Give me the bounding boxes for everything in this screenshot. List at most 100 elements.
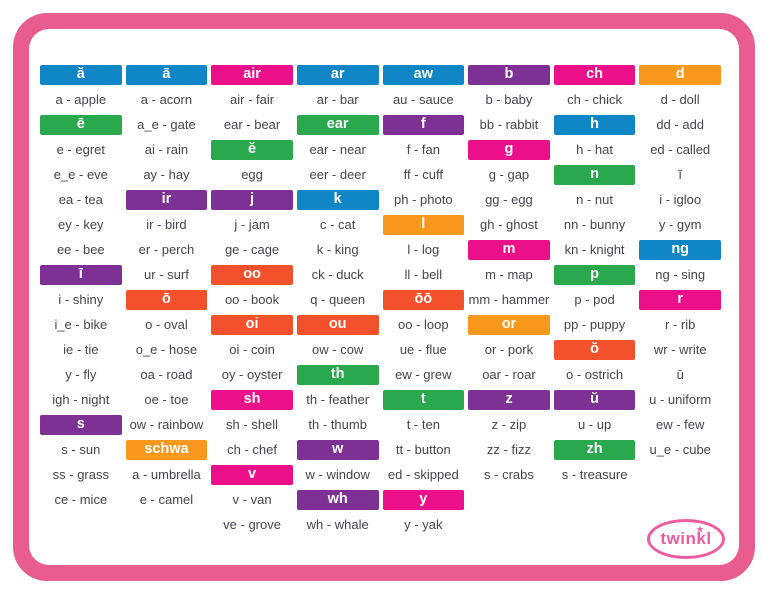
word-cell: s - crabs <box>484 467 534 482</box>
phoneme-header-cell: zh <box>553 437 636 462</box>
phoneme-header-label: ear <box>296 114 379 135</box>
word-cell: t - ten <box>406 417 440 432</box>
word-cell: bb - rabbit <box>479 117 539 132</box>
phoneme-header-cell: ir <box>125 187 208 212</box>
word-cell: u - uniform <box>649 392 712 407</box>
phoneme-header-label: k <box>296 189 379 210</box>
word-cell: th - thumb <box>308 417 367 432</box>
phoneme-header-label: ē <box>40 114 122 135</box>
phoneme-header-cell: ch <box>553 62 636 87</box>
phoneme-header-cell: ă <box>40 62 122 87</box>
phoneme-header-label: ōō <box>382 289 465 310</box>
poster-card: ă a - apple ē e - egret e_e - eve ea - tea ey … <box>29 29 739 565</box>
phoneme-header-cell: m <box>468 237 550 262</box>
word-cell: ed - skipped <box>387 467 459 482</box>
word-cell: o - oval <box>145 317 188 332</box>
word-cell: a - acorn <box>140 92 193 107</box>
word-cell: ee - bee <box>56 242 105 257</box>
word-cell: ear - near <box>309 142 366 157</box>
word-cell: air - fair <box>230 92 275 107</box>
phoneme-header-cell: ĕ <box>211 137 293 162</box>
word-cell: gg - egg <box>485 192 533 207</box>
word-cell: l - log <box>407 242 440 257</box>
word-cell: b - baby <box>485 92 533 107</box>
word-cell: j - jam <box>234 217 270 232</box>
phoneme-header-cell: oi <box>211 312 293 337</box>
phoneme-header-cell: ōō <box>382 287 465 312</box>
phoneme-header-label: s <box>40 414 122 435</box>
word-cell: ss - grass <box>52 467 109 482</box>
word-cell: oa - road <box>140 367 193 382</box>
word-cell: e_e - eve <box>53 167 108 182</box>
word-cell: ay - hay <box>143 167 190 182</box>
phoneme-header-cell: ou <box>296 312 379 337</box>
phoneme-header-label: th <box>296 364 379 385</box>
phoneme-header-label: ō <box>125 289 208 310</box>
phoneme-header-label: z <box>468 389 550 410</box>
phoneme-header-label: ŏ <box>553 339 636 360</box>
phoneme-header-cell: t <box>382 387 465 412</box>
phoneme-header-label: f <box>382 114 465 135</box>
word-cell: p - pod <box>574 292 615 307</box>
word-cell: wr - write <box>653 342 707 357</box>
word-cell: i - igloo <box>659 192 702 207</box>
phoneme-header-cell: wh <box>296 487 379 512</box>
phoneme-header-cell: ī <box>40 262 122 287</box>
phoneme-header-cell: oo <box>211 262 293 287</box>
word-cell: n - nut <box>576 192 613 207</box>
poster-frame: ă a - apple ē e - egret e_e - eve ea - tea ey … <box>13 13 755 581</box>
word-cell: ea - tea <box>58 192 103 207</box>
word-cell: oe - toe <box>144 392 189 407</box>
twinkl-logo: ★ twinkl <box>647 519 725 559</box>
phoneme-header-label: g <box>468 139 550 160</box>
phoneme-header-label: b <box>468 64 550 85</box>
word-cell: ĭ <box>678 167 682 182</box>
word-cell: r - rib <box>665 317 696 332</box>
word-cell: d - doll <box>660 92 700 107</box>
word-cell: igh - night <box>52 392 110 407</box>
word-cell: f - fan <box>406 142 440 157</box>
word-cell: y - yak <box>404 517 443 532</box>
word-cell: u - up <box>577 417 612 432</box>
word-cell: u_e - cube <box>649 442 711 457</box>
phoneme-header-cell: r <box>639 287 721 312</box>
word-cell: ed - called <box>650 142 711 157</box>
word-cell: egg <box>241 167 263 182</box>
word-cell: oo - loop <box>398 317 449 332</box>
phoneme-header-label: zh <box>553 439 636 460</box>
phoneme-header-label: w <box>296 439 379 460</box>
word-cell: oy - oyster <box>221 367 283 382</box>
word-cell: ph - photo <box>394 192 453 207</box>
word-cell: eer - deer <box>309 167 366 182</box>
star-icon: ★ <box>696 525 704 534</box>
word-cell: ue - flue <box>399 342 447 357</box>
word-cell: y - fly <box>65 367 97 382</box>
phoneme-header-cell: sh <box>211 387 293 412</box>
word-cell: ur - surf <box>144 267 189 282</box>
phoneme-header-label: l <box>382 214 465 235</box>
word-cell: ie - tie <box>63 342 99 357</box>
word-cell: ew - few <box>655 417 705 432</box>
phoneme-header-cell: ŏ <box>553 337 636 362</box>
phoneme-header-cell: air <box>211 62 293 87</box>
phoneme-header-cell: b <box>468 62 550 87</box>
phoneme-header-label: air <box>211 64 293 85</box>
word-cell: tt - button <box>395 442 451 457</box>
phoneme-header-label: ch <box>553 64 636 85</box>
word-cell: ey - key <box>58 217 104 232</box>
phoneme-header-label: ă <box>40 64 122 85</box>
word-cell: v - van <box>232 492 272 507</box>
word-cell: wh - whale <box>306 517 369 532</box>
word-cell: oi - coin <box>229 342 275 357</box>
phoneme-header-cell: ŭ <box>553 387 636 412</box>
phoneme-header-cell: ear <box>296 112 379 137</box>
word-cell: h - hat <box>576 142 613 157</box>
word-cell: m - map <box>485 267 533 282</box>
word-cell: ow - cow <box>312 342 364 357</box>
word-cell: ir - bird <box>146 217 187 232</box>
phoneme-header-cell: f <box>382 112 465 137</box>
phoneme-header-label: ar <box>296 64 379 85</box>
phoneme-header-label: schwa <box>125 439 208 460</box>
phoneme-header-label: oo <box>211 264 293 285</box>
word-cell: gh - ghost <box>480 217 538 232</box>
